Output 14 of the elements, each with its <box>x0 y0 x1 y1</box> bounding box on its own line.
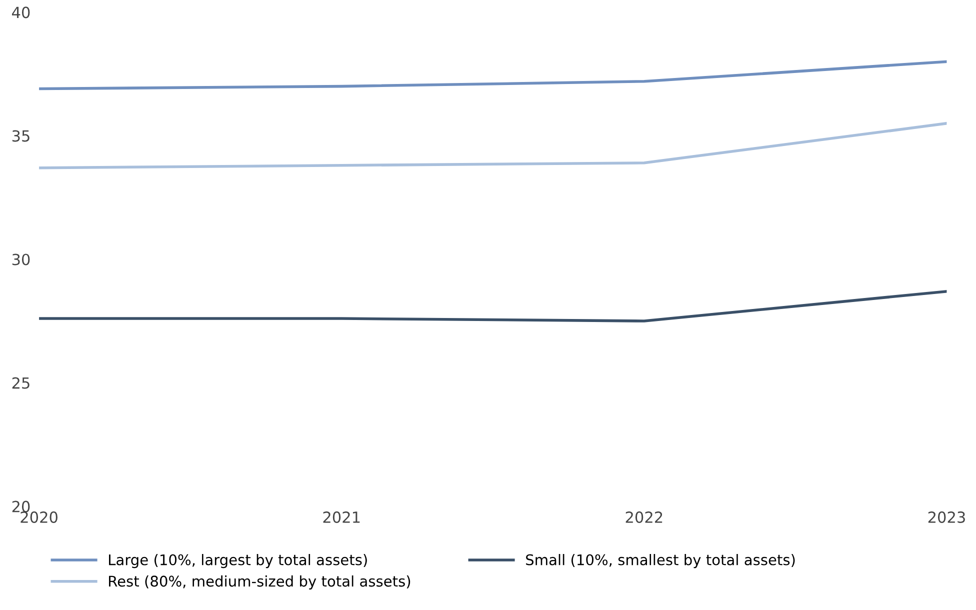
y-tick-label: 40 <box>12 6 30 18</box>
y-tick-label: 25 <box>12 377 30 389</box>
x-tick-label: 2020 <box>20 511 58 523</box>
legend-label: Rest (80%, medium-sized by total assets) <box>109 575 410 590</box>
legend-label: Large (10%, largest by total assets) <box>109 554 367 568</box>
x-tick-label: 2023 <box>928 511 965 523</box>
legend-label: Small (10%, smallest by total assets) <box>526 554 795 568</box>
y-tick-label: 30 <box>12 254 30 266</box>
x-tick-label: 2021 <box>323 511 360 523</box>
x-tick-label: 2022 <box>626 511 662 523</box>
y-tick-label: 20 <box>12 500 30 512</box>
y-tick-label: 35 <box>12 130 30 142</box>
line-series <box>39 122 947 170</box>
line-series <box>39 60 947 90</box>
